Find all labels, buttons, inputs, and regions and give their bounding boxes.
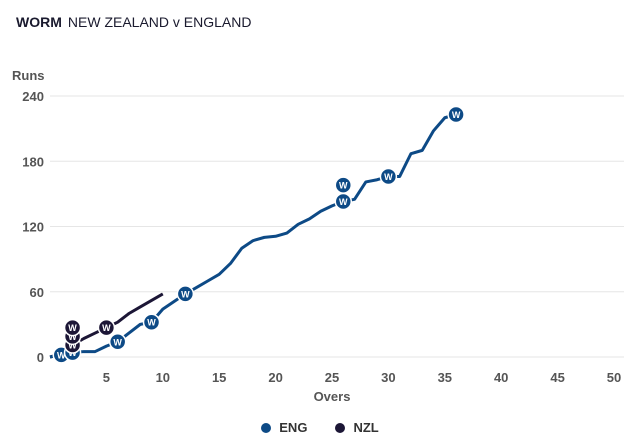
y-tick-label: 180 bbox=[22, 154, 44, 169]
wicket-marker-label: W bbox=[68, 332, 77, 342]
x-tick-label: 40 bbox=[494, 370, 508, 385]
y-tick-label: 60 bbox=[30, 285, 44, 300]
wicket-marker-label: W bbox=[68, 323, 77, 333]
wicket-marker-label: W bbox=[68, 341, 77, 351]
y-axis-label: Runs bbox=[12, 68, 45, 83]
x-tick-label: 10 bbox=[156, 370, 170, 385]
x-tick-label: 25 bbox=[325, 370, 339, 385]
wicket-marker-label: W bbox=[102, 323, 111, 333]
y-tick-label: 0 bbox=[37, 350, 44, 365]
x-tick-label: 5 bbox=[103, 370, 110, 385]
wicket-marker-label: W bbox=[384, 172, 393, 182]
x-tick-label: 20 bbox=[268, 370, 282, 385]
wicket-marker-label: W bbox=[147, 318, 156, 328]
chart-title: WORM NEW ZEALAND v ENGLAND bbox=[16, 14, 251, 30]
wicket-marker-eng bbox=[142, 313, 161, 331]
wicket-marker-eng bbox=[447, 105, 465, 124]
y-tick-label: 120 bbox=[22, 220, 44, 235]
wicket-marker-label: W bbox=[339, 181, 348, 191]
match-title: NEW ZEALAND v ENGLAND bbox=[67, 14, 252, 30]
wicket-marker-eng bbox=[379, 167, 398, 186]
wicket-marker-eng bbox=[334, 176, 353, 194]
legend-label-eng: ENG bbox=[279, 420, 308, 435]
legend: ENG NZL bbox=[0, 420, 640, 435]
wicket-marker-label: W bbox=[113, 337, 122, 347]
wicket-marker-label: W bbox=[339, 197, 348, 207]
legend-item-nzl[interactable]: NZL bbox=[335, 420, 379, 435]
x-tick-label: 15 bbox=[212, 370, 226, 385]
wicket-marker-label: W bbox=[181, 289, 190, 299]
legend-item-eng[interactable]: ENG bbox=[261, 420, 307, 435]
wicket-marker-eng bbox=[176, 285, 195, 303]
x-tick-label: 50 bbox=[607, 370, 621, 385]
eng-dot-icon bbox=[261, 422, 272, 433]
legend-label-nzl: NZL bbox=[353, 420, 379, 435]
y-tick-label: 240 bbox=[22, 89, 44, 104]
x-tick-label: 30 bbox=[381, 370, 395, 385]
x-tick-label: 45 bbox=[550, 370, 564, 385]
x-axis-label: Overs bbox=[314, 389, 351, 404]
wicket-marker-eng bbox=[108, 333, 127, 351]
x-tick-label: 35 bbox=[438, 370, 452, 385]
nzl-dot-icon bbox=[335, 422, 346, 433]
worm-label: WORM bbox=[16, 14, 62, 30]
wicket-marker-nzl bbox=[63, 318, 82, 337]
wicket-marker-label: W bbox=[57, 350, 66, 360]
wicket-marker-nzl bbox=[97, 318, 116, 337]
wicket-marker-label: W bbox=[452, 110, 461, 120]
